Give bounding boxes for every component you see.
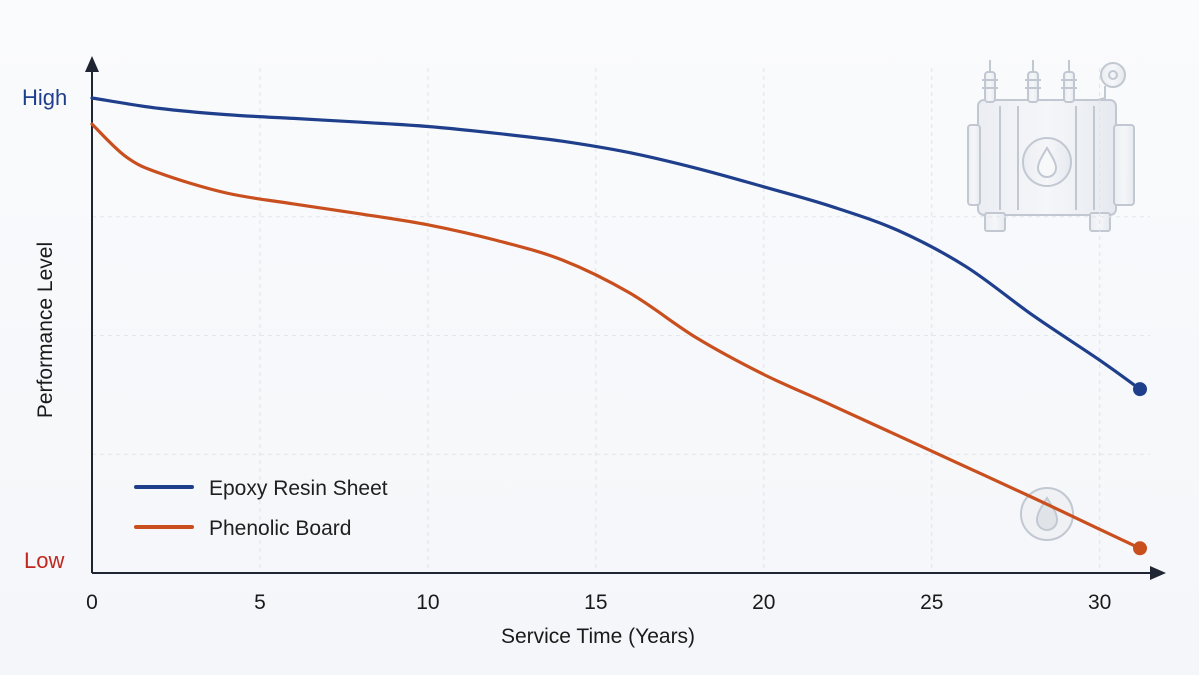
series-line-1	[90, 122, 1142, 550]
series-layer	[90, 96, 1147, 556]
legend-label-phenolic: Phenolic Board	[209, 517, 351, 540]
oil-drop-icon	[1020, 487, 1074, 541]
series-line-0	[90, 96, 1142, 391]
x-tick-label-5: 5	[254, 591, 266, 614]
series-end-point-1	[1133, 541, 1147, 556]
legend: Epoxy Resin Sheet Phenolic Board	[134, 477, 388, 540]
x-tick-label-20: 20	[752, 591, 775, 614]
x-tick-labels: 0 5 10 15 20 25 30	[86, 591, 1111, 614]
x-tick-label-10: 10	[416, 591, 439, 614]
x-tick-label-0: 0	[86, 591, 98, 614]
y-label-high: High	[22, 85, 67, 110]
transformer-icon	[967, 60, 1135, 232]
legend-label-epoxy: Epoxy Resin Sheet	[209, 477, 388, 500]
x-axis-arrow	[1150, 566, 1166, 580]
y-axis-arrow	[85, 56, 99, 72]
axes	[85, 56, 1166, 580]
x-axis-title: Service Time (Years)	[501, 625, 695, 648]
y-label-low: Low	[24, 548, 64, 573]
series-end-point-0	[1133, 382, 1147, 397]
x-tick-label-15: 15	[584, 591, 607, 614]
x-tick-label-25: 25	[920, 591, 943, 614]
x-tick-label-30: 30	[1088, 591, 1111, 614]
y-axis-title: Performance Level	[34, 242, 57, 418]
